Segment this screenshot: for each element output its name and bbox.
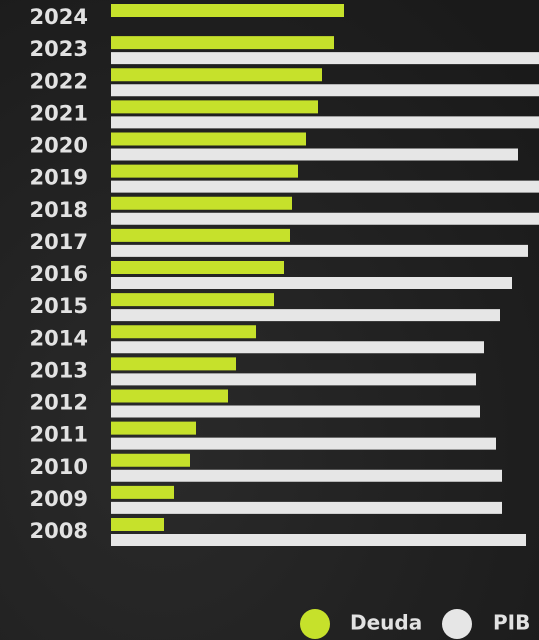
bar xyxy=(111,68,322,82)
bar xyxy=(111,309,500,322)
bar xyxy=(111,116,539,129)
y-tick-label: 2018 xyxy=(30,198,88,222)
bar xyxy=(111,261,284,274)
bar xyxy=(111,389,228,403)
bar xyxy=(111,196,292,210)
bar xyxy=(111,212,539,225)
bar xyxy=(111,4,344,17)
y-tick-label: 2015 xyxy=(30,294,88,318)
bar xyxy=(111,293,274,307)
legend-label: Deuda xyxy=(350,611,422,635)
bar xyxy=(111,501,502,514)
bar xyxy=(111,373,476,386)
bar xyxy=(111,52,539,65)
bar xyxy=(111,485,174,499)
bar xyxy=(111,36,334,50)
bar xyxy=(111,405,480,418)
bar xyxy=(111,132,306,146)
y-tick-label: 2010 xyxy=(30,455,88,479)
bar xyxy=(111,180,539,193)
y-tick-label: 2022 xyxy=(30,69,88,93)
y-tick-label: 2011 xyxy=(30,423,88,447)
bar xyxy=(111,518,164,531)
bar xyxy=(111,421,196,435)
bar xyxy=(111,100,318,114)
y-tick-label: 2017 xyxy=(30,230,88,254)
bar xyxy=(111,534,526,546)
bar xyxy=(111,437,496,450)
y-tick-label: 2008 xyxy=(30,519,88,543)
legend-swatch xyxy=(442,609,472,639)
bar xyxy=(111,244,528,257)
bar xyxy=(111,341,484,354)
bar xyxy=(111,164,298,178)
bar xyxy=(111,228,290,242)
y-tick-label: 2021 xyxy=(30,101,88,125)
y-tick-label: 2020 xyxy=(30,134,88,158)
y-tick-label: 2013 xyxy=(30,358,88,382)
bar xyxy=(111,84,539,97)
bar xyxy=(111,148,518,161)
legend-label: PIB xyxy=(493,611,530,635)
y-tick-label: 2024 xyxy=(30,5,88,29)
y-tick-label: 2019 xyxy=(30,166,88,190)
y-tick-label: 2023 xyxy=(30,37,88,61)
y-tick-label: 2014 xyxy=(30,326,88,350)
y-tick-label: 2012 xyxy=(30,391,88,415)
bar xyxy=(111,453,190,467)
bar xyxy=(111,469,502,482)
bar xyxy=(111,357,236,371)
y-tick-label: 2016 xyxy=(30,262,88,286)
bar xyxy=(111,277,512,289)
y-tick-label: 2009 xyxy=(30,487,88,511)
legend-swatch xyxy=(300,609,330,639)
bar xyxy=(111,325,256,339)
